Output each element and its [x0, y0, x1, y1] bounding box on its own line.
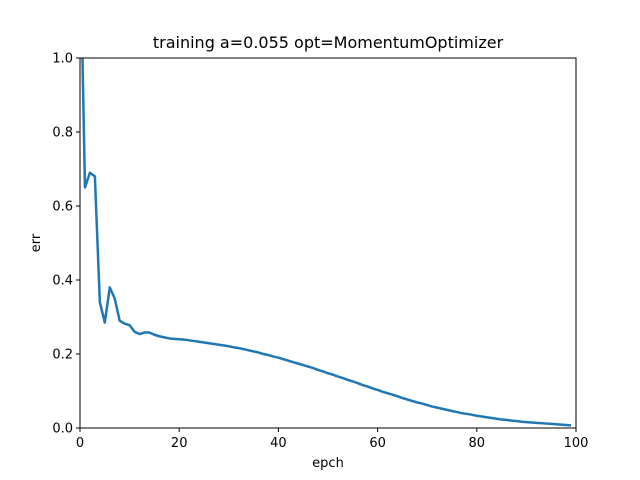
y-axis-label: err — [29, 233, 44, 252]
y-tick-label: 0.0 — [52, 422, 73, 437]
x-axis-label: epch — [312, 456, 344, 471]
x-tick-label: 100 — [564, 436, 589, 451]
x-tick-label: 60 — [369, 436, 386, 451]
y-tick-label: 1.0 — [52, 52, 73, 67]
series-line-0 — [81, 58, 572, 427]
x-tick-label: 20 — [171, 436, 188, 451]
x-tick-label: 80 — [469, 436, 486, 451]
plot-frame — [79, 57, 577, 429]
y-tick-label: 0.4 — [52, 274, 73, 289]
x-tick-label: 0 — [76, 436, 84, 451]
y-tick-label: 0.6 — [52, 200, 73, 215]
x-tick-label: 40 — [270, 436, 287, 451]
chart-title: training a=0.055 opt=MomentumOptimizer — [153, 33, 504, 52]
y-tick-label: 0.8 — [52, 126, 73, 141]
y-tick-label: 0.2 — [52, 348, 73, 363]
